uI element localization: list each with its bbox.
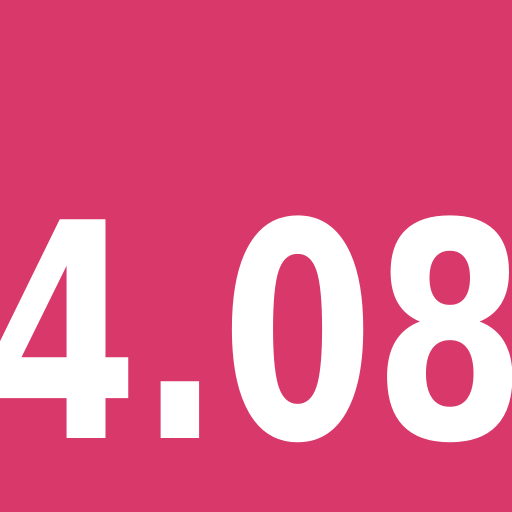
number-text: 4.08: [0, 160, 512, 509]
